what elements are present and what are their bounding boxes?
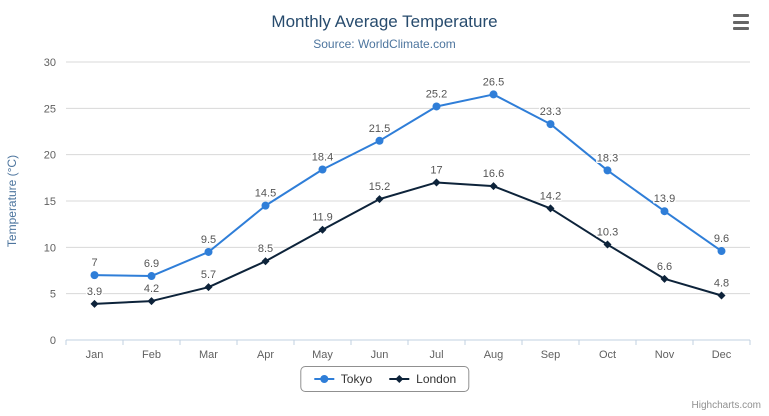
hamburger-menu-icon [733,27,749,30]
data-label-tokyo: 9.5 [201,234,216,246]
marker-london[interactable] [318,225,327,234]
y-axis-tick-label: 25 [44,103,56,115]
legend-label: Tokyo [340,372,373,386]
hamburger-menu-icon [733,20,749,24]
x-axis-category-label: Apr [257,349,274,361]
series-line-tokyo [94,93,723,278]
marker-tokyo[interactable] [318,165,327,174]
export-menu-button[interactable] [731,12,755,32]
marker-london[interactable] [603,240,612,249]
x-axis-category-label: Aug [484,349,504,361]
data-label-london: 8.5 [258,243,273,255]
marker-tokyo[interactable] [489,90,498,99]
legend: Tokyo London [299,366,470,392]
data-label-tokyo: 9.6 [714,233,729,245]
legend-diamond-icon [389,375,410,383]
marker-london[interactable] [717,291,726,300]
data-label-tokyo: 13.9 [654,193,675,205]
data-label-tokyo: 18.4 [312,151,333,163]
chart-subtitle: Source: WorldClimate.com [313,37,456,51]
data-label-london: 15.2 [369,181,390,193]
y-axis-tick-label: 0 [50,335,56,347]
data-label-london: 10.3 [597,227,618,239]
hamburger-menu-icon [733,14,749,17]
data-label-london: 6.6 [657,261,672,273]
chart-title: Monthly Average Temperature [271,12,498,31]
data-label-london: 3.9 [87,286,102,298]
marker-tokyo[interactable] [603,166,612,175]
legend-item-tokyo[interactable]: Tokyo [313,372,372,386]
data-label-tokyo: 6.9 [144,258,159,270]
data-label-tokyo: 23.3 [540,106,561,118]
legend-circle-icon [313,375,334,383]
data-label-tokyo: 7 [91,257,97,269]
data-label-london: 14.2 [540,190,561,202]
marker-london[interactable] [261,257,270,266]
data-label-london: 4.2 [144,283,159,295]
marker-tokyo[interactable] [717,247,726,256]
data-label-tokyo: 25.2 [426,88,447,100]
marker-tokyo[interactable] [432,102,441,111]
y-axis-tick-label: 15 [44,196,56,208]
y-axis-tick-label: 10 [44,242,56,254]
marker-london[interactable] [204,283,213,292]
marker-tokyo[interactable] [375,136,384,145]
x-axis-category-label: Jul [429,349,443,361]
data-label-tokyo: 14.5 [255,188,276,200]
x-axis-category-label: Oct [599,349,616,361]
marker-london[interactable] [147,297,156,306]
data-label-london: 17 [430,164,442,176]
credits-link[interactable]: Highcharts.com [691,400,761,411]
marker-london[interactable] [660,274,669,283]
marker-tokyo[interactable] [204,247,213,256]
data-label-tokyo: 21.5 [369,123,390,135]
x-axis-category-label: Feb [142,349,161,361]
data-label-london: 5.7 [201,269,216,281]
y-axis-title: Temperature (°C) [5,155,19,247]
x-axis-category-label: Jun [371,349,389,361]
marker-london[interactable] [375,195,384,204]
data-label-london: 11.9 [312,212,333,224]
x-axis-category-label: Mar [199,349,218,361]
legend-label: London [416,372,457,386]
marker-london[interactable] [546,204,555,213]
x-axis-category-label: Nov [655,349,675,361]
marker-london[interactable] [432,178,441,187]
y-axis-tick-label: 20 [44,150,56,162]
series-line-london [94,181,722,305]
legend-item-london[interactable]: London [388,372,456,386]
x-axis-category-label: May [312,349,333,361]
data-label-london: 16.6 [483,168,504,180]
marker-tokyo[interactable] [147,272,156,281]
data-label-tokyo: 18.3 [597,152,618,164]
x-axis-category-label: Jan [86,349,104,361]
y-axis-tick-label: 5 [50,289,56,301]
y-axis-tick-label: 30 [44,57,56,69]
marker-tokyo[interactable] [660,207,669,216]
marker-london[interactable] [90,299,99,308]
data-label-london: 4.8 [714,278,729,290]
marker-tokyo[interactable] [546,120,555,129]
data-label-tokyo: 26.5 [483,76,504,88]
marker-london[interactable] [489,182,498,191]
marker-tokyo[interactable] [90,271,99,280]
marker-tokyo[interactable] [261,201,270,210]
x-axis-category-label: Sep [541,349,561,361]
x-axis-category-label: Dec [712,349,732,361]
